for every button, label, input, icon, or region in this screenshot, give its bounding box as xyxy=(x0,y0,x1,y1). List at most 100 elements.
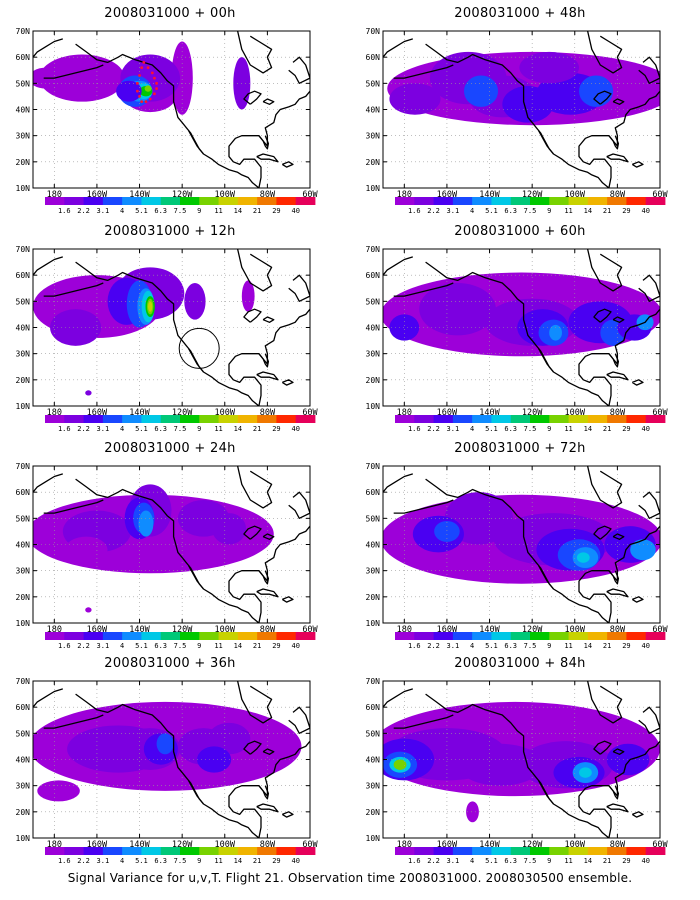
contour-region xyxy=(389,314,420,341)
lon-label: 80W xyxy=(260,625,276,635)
signal-variance-map-60h: 70N 60N 50N 40N 30N 20N 10N 180 160W 140W 120W 100W… xyxy=(366,245,669,433)
lat-label: 10N xyxy=(16,402,31,411)
colorbar-label: 14 xyxy=(584,857,592,865)
observation-dot xyxy=(138,74,141,77)
colorbar-label: 1.6 xyxy=(58,857,71,865)
lat-label: 20N xyxy=(16,808,31,817)
lon-label: 160W xyxy=(87,408,108,418)
lon-label: 180 xyxy=(47,625,62,635)
contour-region xyxy=(630,539,656,561)
contour-region xyxy=(85,607,92,613)
coastline xyxy=(187,565,205,590)
observation-dot xyxy=(153,76,156,80)
colorbar-label: 29 xyxy=(622,857,630,865)
coastline xyxy=(243,90,262,105)
colorbar-swatch xyxy=(626,847,647,855)
colorbar-label: 3.1 xyxy=(447,207,460,215)
colorbar-swatch xyxy=(395,415,415,423)
colorbar-label: 21 xyxy=(603,857,611,865)
coastline xyxy=(75,478,260,623)
lon-label: 140W xyxy=(129,840,150,850)
colorbar-label: 4 xyxy=(470,857,474,865)
coastline xyxy=(43,282,104,297)
lon-label: 120W xyxy=(172,840,193,850)
colorbar-swatch xyxy=(218,415,239,423)
lon-label: 100W xyxy=(565,408,586,418)
colorbar-label: 6.3 xyxy=(154,207,167,215)
colorbar-swatch xyxy=(160,847,181,855)
colorbar-label: 9 xyxy=(197,207,201,215)
colorbar-swatch xyxy=(607,415,627,423)
signal-variance-map-12h: 70N 60N 50N 40N 30N 20N 10N 180 160W 140W 120W 100W… xyxy=(16,245,319,433)
colorbar-swatch xyxy=(452,197,473,205)
colorbar-swatch xyxy=(64,197,84,205)
lon-label: 160W xyxy=(437,408,458,418)
colorbar-label: 3.1 xyxy=(97,425,110,433)
lon-label: 80W xyxy=(610,625,626,635)
lat-label: 20N xyxy=(366,158,381,167)
colorbar-label: 7.5 xyxy=(174,425,187,433)
lat-label: 20N xyxy=(16,593,31,602)
coastline xyxy=(393,282,454,297)
colorbar-swatch xyxy=(645,415,666,423)
lon-label: 120W xyxy=(172,190,193,200)
colorbar-swatch xyxy=(510,632,531,640)
colorbar-label: 11 xyxy=(214,207,222,215)
lat-label: 70N xyxy=(366,245,381,254)
contour-region xyxy=(85,390,92,396)
lat-label: 20N xyxy=(16,376,31,385)
colorbar-swatch xyxy=(276,197,297,205)
coastline xyxy=(631,161,644,168)
colorbar-swatch xyxy=(199,847,219,855)
observation-dot xyxy=(155,81,158,85)
colorbar-swatch xyxy=(237,632,258,640)
colorbar-swatch xyxy=(645,632,666,640)
colorbar-label: 29 xyxy=(272,425,280,433)
contour-region xyxy=(419,283,496,336)
colorbar-label: 9 xyxy=(547,857,551,865)
colorbar-label: 40 xyxy=(291,207,299,215)
contour-region xyxy=(576,552,590,563)
coastline xyxy=(537,348,555,373)
colorbar-swatch xyxy=(626,415,647,423)
colorbar-label: 3.1 xyxy=(447,642,460,650)
lon-label: 180 xyxy=(397,625,412,635)
lat-label: 50N xyxy=(16,297,31,306)
lat-label: 70N xyxy=(366,462,381,471)
lon-label: 160W xyxy=(87,190,108,200)
contour-region xyxy=(184,283,206,320)
colorbar: 1.6 2.2 3.1 4 5.1 6.3 7.5 9 11 14 21 29 40 xyxy=(45,847,316,865)
colorbar-label: 14 xyxy=(584,207,592,215)
lat-label: 30N xyxy=(16,132,31,141)
colorbar-swatch xyxy=(102,415,123,423)
coastline xyxy=(631,596,644,603)
lon-label: 140W xyxy=(479,840,500,850)
colorbar-label: 5.1 xyxy=(135,857,148,865)
coastline xyxy=(258,135,270,150)
colorbar-label: 4 xyxy=(120,642,124,650)
colorbar-label: 2.2 xyxy=(427,642,440,650)
coastline xyxy=(606,588,629,598)
coastline xyxy=(425,43,610,188)
colorbar-label: 9 xyxy=(547,425,551,433)
colorbar-swatch xyxy=(122,632,142,640)
colorbar-label: 9 xyxy=(547,207,551,215)
colorbar-swatch xyxy=(199,197,219,205)
coastline xyxy=(281,379,294,386)
variance-contours xyxy=(383,701,660,823)
lon-label: 160W xyxy=(87,840,108,850)
colorbar-label: 29 xyxy=(272,857,280,865)
colorbar-swatch xyxy=(626,197,647,205)
coastline xyxy=(243,740,262,755)
lon-label: 160W xyxy=(437,190,458,200)
coastline xyxy=(383,38,413,58)
coastline xyxy=(75,43,260,188)
coastline xyxy=(236,249,273,292)
variance-contours xyxy=(33,484,274,613)
colorbar-swatch xyxy=(237,197,258,205)
signal-variance-map-00h: 70N 60N 50N 40N 30N 20N 10N 180 160W 140W 120W 100W… xyxy=(16,27,319,215)
colorbar-swatch xyxy=(549,197,569,205)
lat-label: 70N xyxy=(16,27,31,36)
colorbar-label: 4 xyxy=(470,425,474,433)
lat-label: 10N xyxy=(16,184,31,193)
